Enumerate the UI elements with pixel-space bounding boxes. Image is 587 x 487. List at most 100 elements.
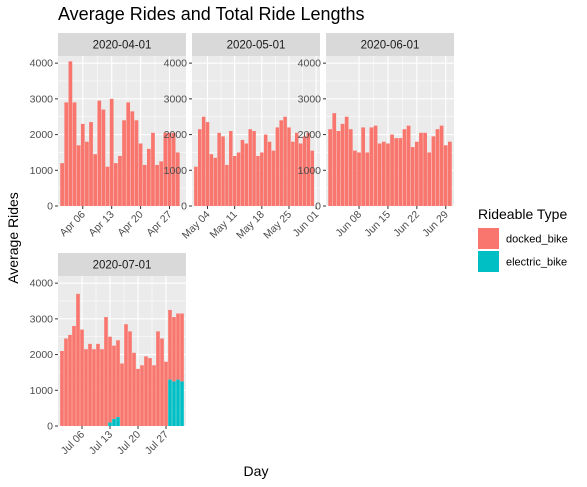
y-tick-label: 0	[315, 201, 321, 213]
bar-docked	[353, 150, 357, 206]
bar-docked	[302, 136, 307, 206]
bar-docked	[410, 147, 415, 206]
bar-electric	[180, 381, 184, 426]
bar-docked	[263, 134, 268, 206]
bar-docked	[60, 163, 64, 206]
bar-docked	[240, 139, 245, 206]
bar-docked	[140, 365, 144, 426]
bar-docked	[205, 122, 210, 206]
bar-docked	[381, 141, 386, 206]
bar-docked	[369, 127, 374, 206]
bar-docked	[294, 132, 299, 206]
bar-docked	[120, 363, 124, 426]
bar-docked	[298, 143, 303, 206]
y-tick-label: 1000	[298, 165, 322, 177]
x-tick-label: Jun 01	[290, 209, 321, 240]
bar-docked	[60, 351, 64, 426]
y-tick-label: 3000	[30, 313, 54, 325]
bar-docked	[427, 152, 432, 206]
bar-docked	[109, 98, 114, 206]
y-tick-label: 0	[181, 201, 187, 213]
x-tick-label: Apr 20	[115, 209, 145, 239]
bar-docked	[151, 132, 155, 206]
x-tick-label: May 11	[208, 209, 240, 241]
bar-docked	[80, 329, 84, 426]
x-tick-label: Jun 15	[362, 209, 393, 240]
legend-title: Rideable Type	[478, 206, 567, 222]
bar-docked	[377, 143, 382, 206]
bar-docked	[164, 361, 168, 426]
bar-docked	[180, 313, 184, 382]
bar-docked	[88, 343, 92, 426]
y-tick-label: 1000	[30, 385, 54, 397]
bar-docked	[175, 152, 180, 206]
x-tick-label: Jun 29	[420, 209, 451, 240]
bar-docked	[85, 141, 89, 206]
bar-docked	[93, 154, 98, 206]
bar-docked	[336, 131, 341, 206]
bar-docked	[244, 143, 249, 206]
bar-docked	[448, 141, 452, 206]
bar-docked	[225, 164, 229, 206]
bar-docked	[232, 156, 237, 206]
bar-docked	[443, 145, 448, 206]
y-tick-label: 3000	[298, 93, 322, 105]
bar-docked	[348, 129, 353, 206]
bar-docked	[361, 127, 366, 206]
bar-docked	[152, 365, 156, 426]
y-tick-label: 0	[47, 201, 53, 213]
bar-docked	[155, 164, 159, 206]
x-tick-label: Apr 13	[86, 209, 116, 239]
bar-docked	[209, 154, 214, 206]
x-tick-label: May 25	[261, 209, 294, 242]
legend-label-electric_bike: electric_bike	[506, 257, 567, 269]
x-tick-label: Jun 08	[333, 209, 364, 240]
y-tick-label: 0	[47, 421, 53, 433]
x-tick-label: Jul 20	[115, 429, 143, 457]
bar-electric	[168, 379, 172, 426]
bar-docked	[101, 109, 106, 206]
bar-electric	[116, 417, 120, 426]
bar-docked	[128, 331, 132, 426]
y-tick-label: 3000	[164, 93, 188, 105]
bar-docked	[310, 150, 314, 206]
bar-docked	[124, 324, 128, 426]
bar-docked	[89, 122, 93, 206]
bar-docked	[130, 111, 135, 206]
bar-docked	[267, 141, 272, 206]
x-axis-title: Day	[244, 463, 269, 479]
legend-key-electric_bike	[478, 251, 499, 272]
bar-docked	[287, 127, 291, 206]
x-tick-label: May 04	[180, 209, 213, 242]
bar-docked	[142, 164, 147, 206]
bar-docked	[156, 331, 160, 426]
facet-strip	[58, 253, 186, 276]
facet-strip	[326, 33, 454, 56]
y-tick-label: 4000	[30, 278, 54, 290]
bar-docked	[68, 334, 72, 426]
bar-docked	[252, 131, 256, 206]
legend: Rideable Type docked_bike electric_bike	[478, 206, 568, 272]
bar-docked	[159, 161, 164, 206]
x-tick-label: Jun 22	[391, 209, 422, 240]
chart-title: Average Rides and Total Ride Lengths	[58, 4, 365, 24]
bar-docked	[256, 156, 260, 206]
facet-strip-label: 2020-04-01	[93, 40, 152, 52]
y-tick-label: 4000	[298, 58, 322, 70]
bar-docked	[419, 132, 423, 206]
bar-docked	[340, 123, 345, 206]
legend-label-docked_bike: docked_bike	[506, 234, 568, 246]
facet-strip-label: 2020-06-01	[361, 40, 420, 52]
y-tick-label: 1000	[30, 165, 54, 177]
bar-docked	[275, 127, 280, 206]
bar-docked	[122, 120, 126, 206]
bar-docked	[132, 352, 136, 426]
bar-docked	[146, 148, 151, 206]
bar-docked	[306, 132, 311, 206]
bar-docked	[64, 338, 68, 426]
bar-docked	[201, 116, 206, 206]
bar-docked	[112, 345, 116, 419]
